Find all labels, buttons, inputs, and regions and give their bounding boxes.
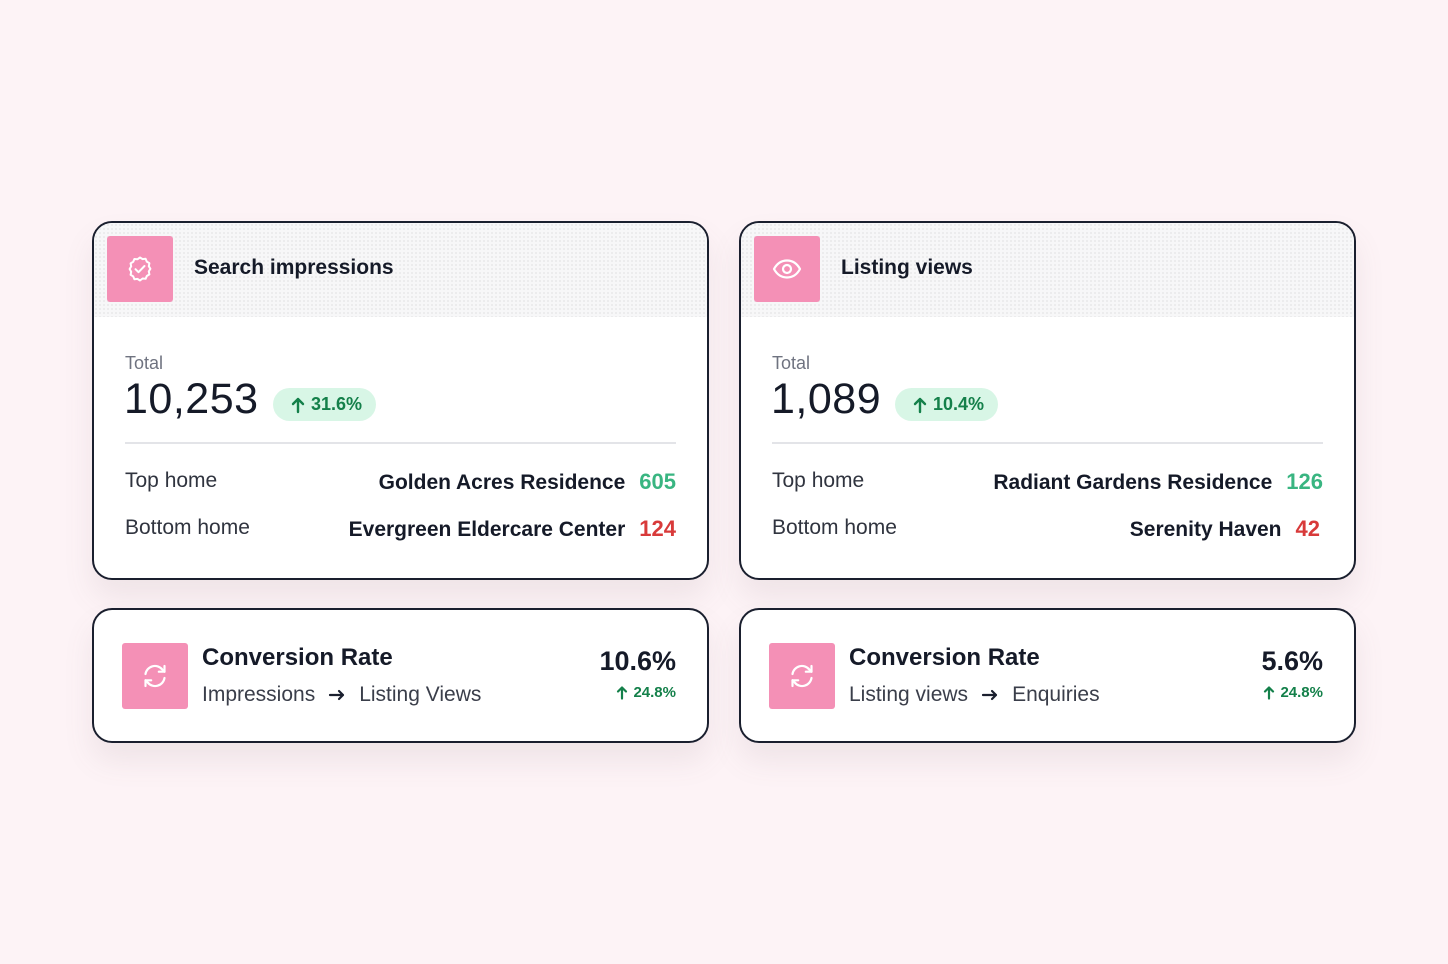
total-label: Total [125, 353, 164, 373]
top-home-value: 605 [639, 469, 676, 494]
total-value: 1,089 [771, 375, 882, 423]
top-home: Radiant Gardens Residence 126 [993, 469, 1323, 495]
conversion-flow: Listing views Enquiries [849, 683, 1100, 707]
change-value: 31.6% [311, 394, 363, 414]
conversion-change-value: 24.8% [1280, 684, 1323, 701]
conversion-value: 10.6% [599, 646, 676, 676]
arrow-up-icon [1263, 685, 1275, 700]
bottom-home-label: Bottom home [125, 516, 250, 539]
top-home: Golden Acres Residence 605 [379, 469, 676, 495]
listing-views-card: Listing views Total 1,089 10.4% Top home… [739, 221, 1356, 580]
badge-check-icon [125, 254, 155, 284]
bottom-home: Evergreen Eldercare Center 124 [349, 516, 676, 542]
card-title: Search impressions [194, 256, 394, 279]
change-value: 10.4% [933, 394, 985, 414]
divider [772, 442, 1323, 444]
arrow-right-icon [980, 688, 1000, 702]
icon-tile [122, 643, 188, 709]
divider [125, 442, 676, 444]
bottom-home: Serenity Haven 42 [1130, 516, 1320, 542]
card-title: Listing views [841, 256, 973, 279]
bottom-home-label: Bottom home [772, 516, 897, 539]
flow-from: Impressions [202, 683, 316, 706]
conversion-change: 24.8% [616, 684, 676, 701]
bottom-home-name: Serenity Haven [1129, 518, 1282, 541]
conversion-value: 5.6% [1261, 646, 1323, 676]
icon-tile [754, 236, 820, 302]
top-home-label: Top home [125, 469, 218, 492]
icon-tile [107, 236, 173, 302]
conversion-title: Conversion Rate [202, 644, 393, 671]
bottom-home-name: Evergreen Eldercare Center [348, 518, 626, 541]
total-value: 10,253 [124, 375, 259, 423]
top-home-label: Top home [772, 469, 865, 492]
top-home-value: 126 [1286, 469, 1323, 494]
arrow-up-icon [913, 396, 927, 414]
flow-to: Listing Views [359, 683, 482, 706]
total-label: Total [772, 353, 811, 373]
top-home-name: Golden Acres Residence [378, 471, 626, 494]
conversion-change-value: 24.8% [633, 684, 676, 701]
arrow-right-icon [327, 688, 347, 702]
conversion-rate-card: Conversion Rate Impressions Listing View… [92, 608, 709, 743]
card-header: Search impressions [94, 223, 707, 317]
flow-from: Listing views [849, 683, 969, 706]
conversion-title: Conversion Rate [849, 644, 1040, 671]
refresh-icon [140, 661, 170, 691]
arrow-up-icon [616, 685, 628, 700]
top-home-name: Radiant Gardens Residence [993, 471, 1273, 494]
change-badge: 10.4% [895, 388, 999, 421]
arrow-up-icon [291, 396, 305, 414]
icon-tile [769, 643, 835, 709]
refresh-icon [787, 661, 817, 691]
change-badge: 31.6% [273, 388, 377, 421]
eye-icon [771, 253, 803, 285]
conversion-change: 24.8% [1263, 684, 1323, 701]
bottom-home-value: 124 [639, 516, 676, 541]
card-header: Listing views [741, 223, 1354, 317]
conversion-rate-card: Conversion Rate Listing views Enquiries … [739, 608, 1356, 743]
bottom-home-value: 42 [1295, 516, 1320, 541]
flow-to: Enquiries [1012, 683, 1100, 706]
conversion-flow: Impressions Listing Views [202, 683, 481, 707]
search-impressions-card: Search impressions Total 10,253 31.6% To… [92, 221, 709, 580]
